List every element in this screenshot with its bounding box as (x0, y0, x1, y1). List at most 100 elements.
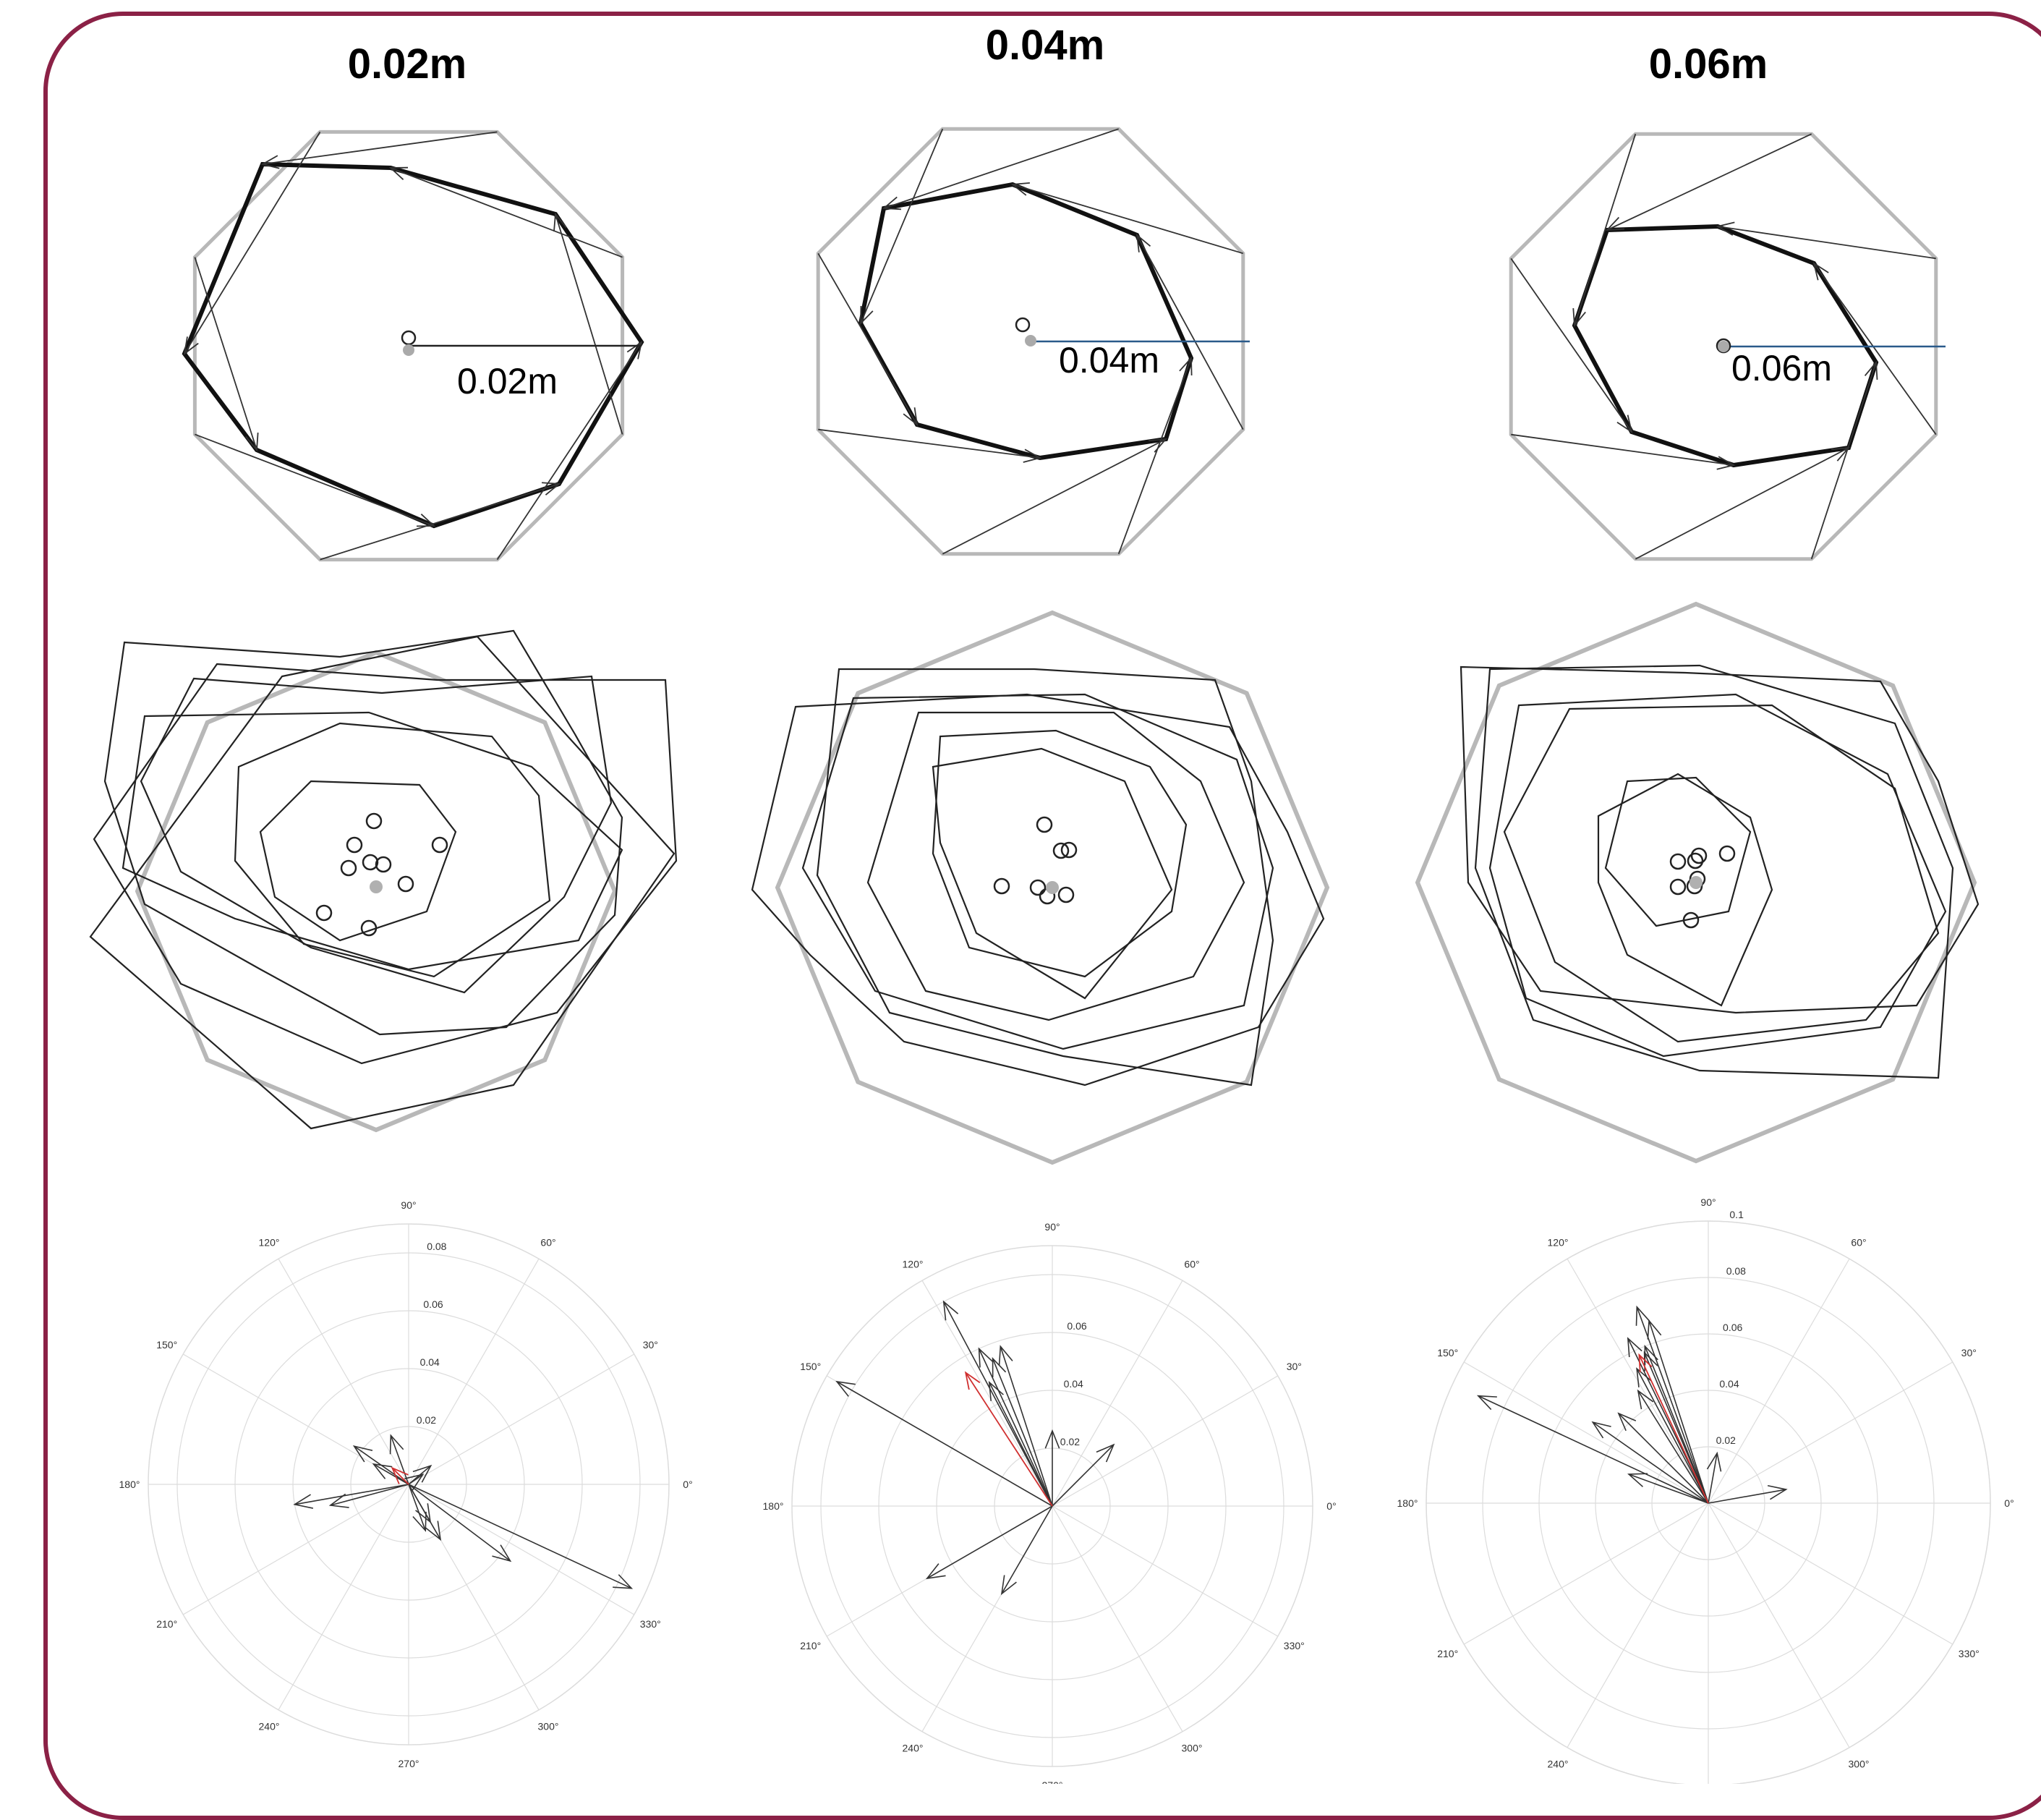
trial-vector-head (613, 1574, 634, 1589)
displacement-arrow (194, 257, 257, 451)
trial-vector (836, 1381, 1053, 1507)
polar-spoke (1052, 1375, 1279, 1507)
trial-center (346, 836, 363, 854)
reference-center (1718, 341, 1729, 352)
displacement-arrow (1574, 133, 1637, 326)
trial-center (1036, 816, 1053, 833)
polar-angle-label: 0° (2004, 1497, 2014, 1509)
radius-label-0: 0.02m (457, 361, 558, 401)
displacement-arrow (1810, 362, 1877, 560)
measured-center (1015, 317, 1031, 333)
polar-angle-label: 120° (1548, 1237, 1569, 1249)
polar-angle-label: 60° (1851, 1237, 1866, 1249)
reference-center (1690, 876, 1703, 889)
polar-spoke (1708, 1361, 1953, 1504)
trial-overlay-plot-1 (751, 610, 1330, 1165)
displacement-arrow (320, 483, 560, 561)
polar-angle-label: 300° (1849, 1758, 1870, 1769)
mean-vector (391, 1467, 409, 1485)
polar-ring-label: 0.04 (1064, 1378, 1083, 1390)
trial-vector-head (389, 1434, 404, 1455)
displacement-arrow-head (245, 432, 259, 452)
trial-shape (259, 780, 457, 942)
displacement-arrow-head (1023, 448, 1042, 463)
trial-center (1029, 879, 1047, 896)
trial-center (1060, 841, 1078, 859)
trial-vector-head (992, 1357, 1007, 1378)
reference-center (1046, 881, 1059, 894)
polar-angle-label: 120° (903, 1259, 924, 1270)
polar-spoke (182, 1484, 409, 1615)
displacement-arrow (195, 433, 435, 527)
displacement-arrow-head (882, 196, 902, 211)
displacement-arrow (184, 131, 321, 354)
trial-vector (408, 1484, 632, 1589)
displacement-arrow (1510, 258, 1632, 433)
trial-shape (1488, 693, 1947, 1058)
trial-center (315, 904, 333, 922)
polar-angle-label: 30° (643, 1339, 658, 1351)
polar-angle-label: 240° (259, 1720, 280, 1732)
trial-vector-head (1591, 1421, 1611, 1439)
mean-vector-head (964, 1371, 981, 1390)
polar-ring-label: 0.04 (420, 1356, 440, 1368)
displacement-arrow-head (1616, 414, 1633, 433)
trial-shape (140, 675, 613, 994)
displacement-arrow (1635, 447, 1849, 560)
polar-ring-label: 0.06 (1067, 1320, 1086, 1332)
trial-vector-head (1647, 1319, 1662, 1340)
polar-angle-label: 30° (1287, 1361, 1302, 1372)
trial-center (1669, 878, 1687, 896)
trial-vector-head (835, 1380, 856, 1397)
reference-octagon (135, 650, 618, 1133)
displacement-arrow-head (1812, 262, 1829, 281)
displacement-arrow (883, 128, 1119, 209)
polar-angle-label: 30° (1961, 1347, 1977, 1358)
trial-shape (1460, 666, 1980, 1014)
trial-vector (1708, 1489, 1786, 1504)
mean-vector-head (1638, 1353, 1653, 1373)
displacement-arrow-head (1716, 456, 1736, 470)
polar-angle-label: 210° (1437, 1648, 1458, 1659)
deformation-plot-1 (816, 127, 1250, 556)
trial-center (362, 854, 379, 871)
trial-vector (390, 1435, 409, 1485)
displacement-arrow-head (1149, 438, 1168, 453)
trial-center (365, 812, 383, 830)
trial-vector-head (425, 1521, 442, 1542)
polar-ring-label: 0.04 (1719, 1378, 1739, 1390)
displacement-arrow (1012, 184, 1244, 255)
trial-vector (1637, 1390, 1709, 1504)
polar-spoke (408, 1484, 635, 1615)
trial-vector-head (352, 1445, 373, 1463)
trial-shape (122, 711, 623, 971)
polar-angle-label: 120° (259, 1237, 280, 1249)
trial-overlay-plot-2 (1415, 601, 1980, 1164)
polar-spoke (182, 1353, 409, 1485)
trial-vector (1708, 1453, 1718, 1504)
deformation-plot-0 (182, 129, 644, 562)
trial-vector (330, 1484, 409, 1506)
measured-center (401, 330, 417, 346)
polar-angle-label: 150° (156, 1339, 177, 1351)
trial-vector-head (1627, 1473, 1648, 1487)
displacement-arrow (817, 252, 918, 425)
reference-octagon (816, 127, 1245, 556)
trial-shape (816, 668, 1274, 1087)
polar-vector-plot-1: 0.02 0.04 0.06 0° 30° 60° 90° 120° 150° 180° 210° 2… (763, 1221, 1337, 1784)
trial-center (1682, 911, 1700, 929)
trial-vector-head (1635, 1305, 1650, 1326)
trial-vector-head (925, 1563, 946, 1580)
displacement-arrow-head (553, 212, 567, 231)
trial-vector (1643, 1352, 1709, 1504)
trial-center (1687, 852, 1704, 869)
polar-angle-label: 60° (1184, 1259, 1199, 1270)
reference-center (370, 880, 383, 893)
polar-spoke (278, 1484, 409, 1711)
polar-spoke (921, 1280, 1053, 1507)
displacement-arrow (818, 428, 1041, 459)
trial-center (1690, 847, 1708, 864)
trial-vector (1000, 1346, 1053, 1507)
trial-vector-head (978, 1347, 994, 1368)
trial-vector (926, 1505, 1053, 1579)
